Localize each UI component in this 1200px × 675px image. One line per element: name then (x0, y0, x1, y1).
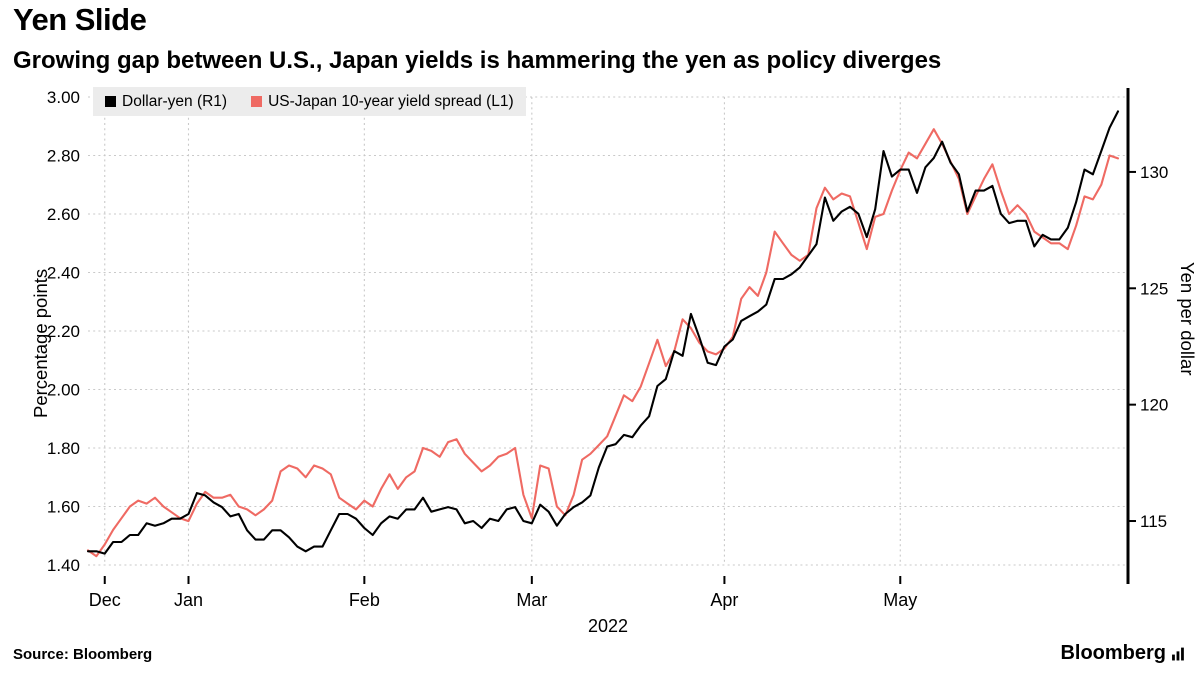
right-axis-title: Yen per dollar (1177, 262, 1198, 376)
svg-text:Mar: Mar (516, 590, 547, 610)
left-axis-title: Percentage points (30, 268, 51, 418)
svg-text:120: 120 (1140, 396, 1168, 415)
svg-text:2.20: 2.20 (47, 322, 80, 341)
chart-legend: Dollar-yen (R1) US-Japan 10-year yield s… (93, 87, 526, 116)
bloomberg-wordmark: Bloomberg (1060, 642, 1166, 664)
svg-text:Apr: Apr (710, 590, 738, 610)
svg-text:Dec: Dec (89, 590, 121, 610)
chart-title: Yen Slide (13, 2, 147, 37)
svg-text:125: 125 (1140, 279, 1168, 298)
legend-item-yield-spread: US-Japan 10-year yield spread (L1) (251, 93, 514, 111)
svg-text:2.40: 2.40 (47, 264, 80, 283)
grid-vertical (104, 97, 901, 565)
legend-label-dollar-yen: Dollar-yen (R1) (122, 92, 228, 110)
right-axis: 130 125 120 115 (1126, 88, 1168, 584)
svg-text:3.00: 3.00 (47, 88, 80, 107)
bloomberg-logo: Bloomberg (1060, 642, 1186, 665)
svg-text:1.40: 1.40 (47, 556, 80, 575)
source-credit: Source: Bloomberg (13, 646, 153, 663)
svg-text:1.80: 1.80 (47, 439, 80, 458)
year-label: 2022 (588, 616, 628, 636)
yield-spread-swatch (251, 96, 263, 107)
svg-text:2.80: 2.80 (47, 147, 80, 166)
svg-text:1.60: 1.60 (47, 498, 80, 517)
svg-text:Jan: Jan (174, 590, 203, 610)
dollar-yen-swatch (105, 96, 116, 107)
svg-text:Feb: Feb (349, 590, 380, 610)
grid-horizontal (88, 96, 1128, 566)
svg-text:2.60: 2.60 (47, 205, 80, 224)
svg-text:130: 130 (1140, 163, 1168, 182)
dollar-yen-line (86, 110, 1120, 555)
svg-text:2.00: 2.00 (47, 381, 80, 400)
svg-text:115: 115 (1140, 512, 1167, 531)
chart-subtitle: Growing gap between U.S., Japan yields i… (13, 47, 942, 74)
x-tick-labels: Dec Jan Feb Mar Apr May 2022 (89, 576, 917, 636)
svg-text:May: May (883, 590, 917, 610)
left-tick-labels: 3.00 2.80 2.60 2.40 2.20 2.00 1.80 1.60 1.40 (47, 88, 80, 575)
legend-label-yield-spread: US-Japan 10-year yield spread (L1) (268, 92, 514, 110)
legend-item-dollar-yen: Dollar-yen (R1) (105, 93, 227, 111)
bar-chart-icon (1172, 647, 1184, 661)
